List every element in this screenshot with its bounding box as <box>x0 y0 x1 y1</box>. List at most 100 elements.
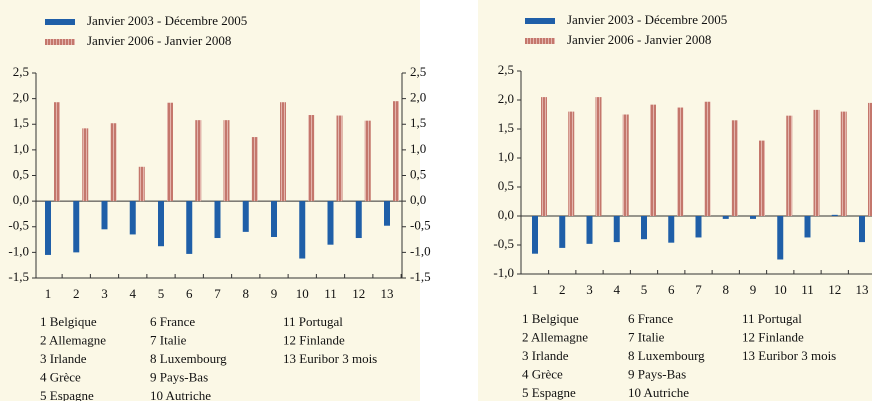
key-label: 13 Euribor 3 mois <box>742 348 836 363</box>
key-label: 3 Irlande <box>522 348 569 363</box>
bar <box>223 120 230 202</box>
bar <box>384 201 390 226</box>
y-tick-label: 1,5 <box>13 115 29 130</box>
bar <box>101 201 108 230</box>
bar <box>840 111 847 216</box>
bar <box>777 216 784 260</box>
key-label: 3 Irlande <box>40 351 87 366</box>
x-tick-label: 13 <box>381 286 394 301</box>
x-tick-label: 10 <box>774 282 787 297</box>
bar <box>186 201 193 254</box>
panel-bg <box>0 0 420 401</box>
bar <box>532 216 538 254</box>
bar <box>73 201 80 253</box>
bar <box>54 102 60 202</box>
y-tick-label: -0,5 <box>8 218 29 233</box>
bar <box>750 216 756 219</box>
bar <box>786 115 793 216</box>
legend-label: Janvier 2006 - Janvier 2008 <box>87 33 231 48</box>
x-tick-label: 1 <box>532 282 539 297</box>
key-label: 8 Luxembourg <box>150 351 227 366</box>
bar <box>650 104 656 216</box>
key-label: 9 Pays-Bas <box>150 369 208 384</box>
x-tick-label: 9 <box>271 286 278 301</box>
bar <box>731 120 738 216</box>
y2-tick-label: 1,5 <box>410 115 426 130</box>
bar <box>704 101 711 216</box>
y-tick-label: 1,0 <box>498 149 514 164</box>
legend-swatch <box>45 19 75 25</box>
bar <box>613 216 620 243</box>
bar <box>242 201 249 232</box>
key-label: 6 France <box>628 311 673 326</box>
bar <box>138 166 145 202</box>
bar <box>668 216 675 243</box>
y-tick-label: 0,0 <box>498 207 514 222</box>
bar <box>722 216 729 219</box>
key-label: 11 Portugal <box>283 314 343 329</box>
y-tick-label: 0,5 <box>498 178 514 193</box>
x-tick-label: 12 <box>352 286 365 301</box>
bar <box>271 201 277 237</box>
y2-tick-label: 2,0 <box>410 90 426 105</box>
legend-label: Janvier 2003 - Décembre 2005 <box>87 13 247 28</box>
key-label: 7 Italie <box>150 332 187 347</box>
legend-swatch <box>525 18 555 24</box>
key-label: 13 Euribor 3 mois <box>283 351 377 366</box>
x-tick-label: 6 <box>186 286 193 301</box>
key-label: 4 Grèce <box>522 366 563 381</box>
bar <box>327 201 334 245</box>
bar <box>859 216 865 243</box>
bar <box>677 107 684 216</box>
key-label: 2 Allemagne <box>522 329 588 344</box>
legend-label: Janvier 2003 - Décembre 2005 <box>567 12 727 27</box>
y-tick-label: 1,5 <box>498 120 514 135</box>
x-tick-label: 12 <box>828 282 841 297</box>
key-label: 12 Finlande <box>283 332 345 347</box>
x-tick-label: 4 <box>614 282 621 297</box>
key-label: 4 Grèce <box>40 369 81 384</box>
bar <box>129 201 136 235</box>
bar <box>622 114 629 216</box>
y-tick-label: -1,0 <box>8 243 29 258</box>
key-label: 11 Portugal <box>742 311 802 326</box>
y-tick-label: 0,5 <box>13 166 29 181</box>
y2-tick-label: 2,5 <box>410 64 426 79</box>
x-tick-label: 7 <box>695 282 702 297</box>
y-tick-label: 0,0 <box>13 192 29 207</box>
y2-tick-label: 0,5 <box>410 166 426 181</box>
bar <box>280 102 286 202</box>
bar <box>586 216 593 244</box>
key-label: 1 Belgique <box>40 314 97 329</box>
y-tick-label: 2,0 <box>498 91 514 106</box>
x-tick-label: 7 <box>214 286 221 301</box>
bar <box>541 97 547 216</box>
x-tick-label: 11 <box>801 282 814 297</box>
x-tick-label: 5 <box>158 286 165 301</box>
y2-tick-label: 0,0 <box>410 192 426 207</box>
bar <box>355 201 362 239</box>
x-tick-label: 11 <box>324 286 337 301</box>
y-tick-label: 2,5 <box>498 62 514 77</box>
key-label: 10 Autriche <box>150 388 211 401</box>
x-tick-label: 6 <box>668 282 675 297</box>
bar <box>299 201 306 259</box>
bar <box>559 216 566 248</box>
key-label: 9 Pays-Bas <box>628 366 686 381</box>
bar <box>308 115 315 202</box>
bar <box>804 216 811 238</box>
y2-tick-label: -0,5 <box>410 218 431 233</box>
key-label: 2 Allemagne <box>40 332 106 347</box>
bar <box>45 201 51 255</box>
bar <box>393 101 399 202</box>
bar <box>813 109 820 216</box>
x-tick-label: 8 <box>243 286 250 301</box>
x-tick-label: 5 <box>641 282 648 297</box>
y-tick-label: 1,0 <box>13 141 29 156</box>
key-label: 6 France <box>150 314 195 329</box>
x-tick-label: 3 <box>101 286 108 301</box>
y-tick-label: -1,0 <box>493 265 514 280</box>
bar <box>82 128 89 202</box>
key-label: 5 Espagne <box>40 388 94 401</box>
